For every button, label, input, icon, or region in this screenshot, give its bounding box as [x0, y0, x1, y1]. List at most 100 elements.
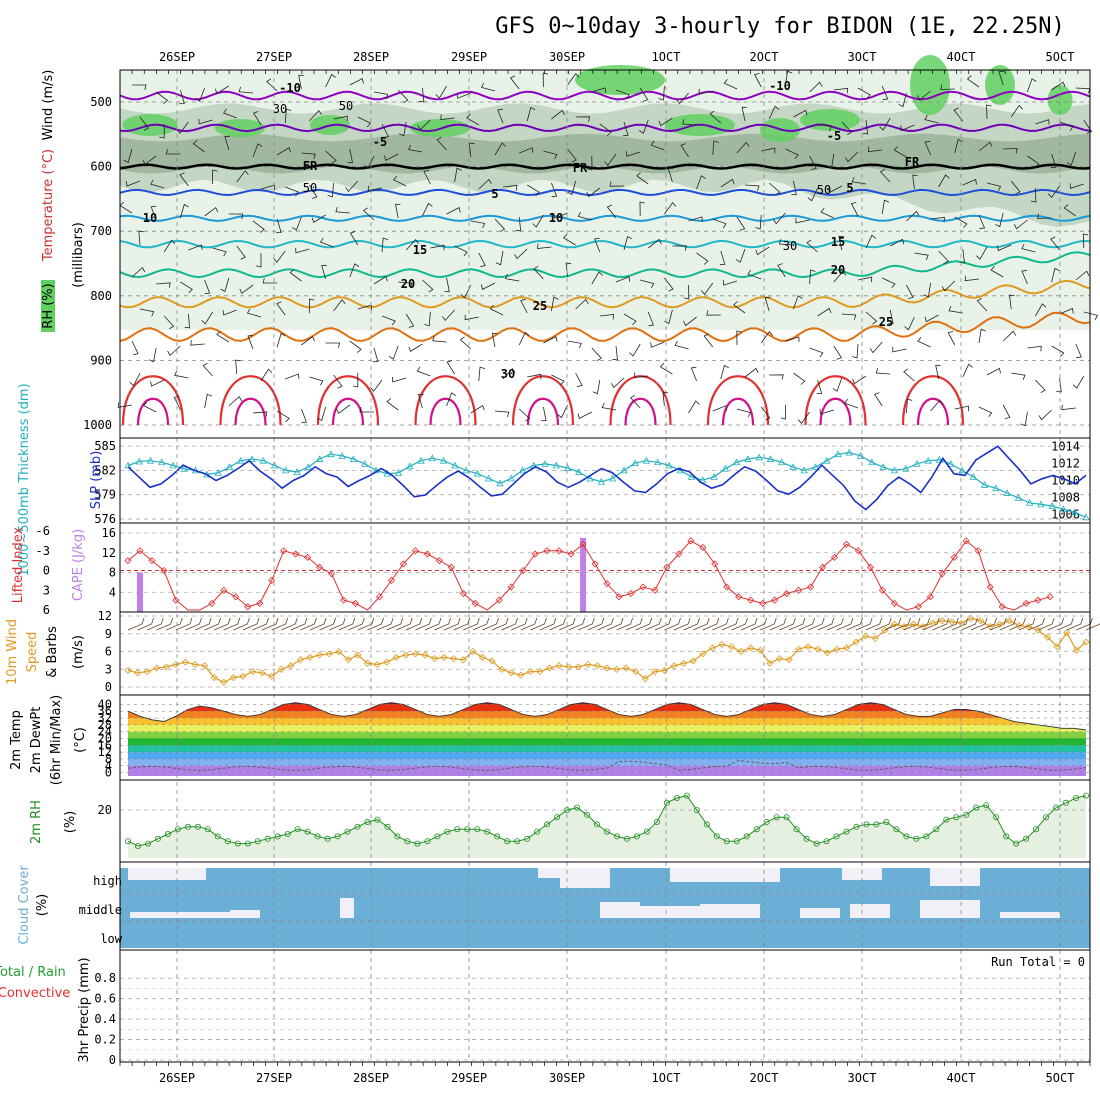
wind-barb-10m	[558, 617, 576, 631]
precip-label-total: Total / Rain	[0, 965, 66, 980]
wind-barb-upper	[202, 362, 213, 377]
wind-speed-point	[411, 650, 419, 658]
rh2m-point	[334, 833, 341, 840]
lifted-point	[1046, 593, 1054, 601]
wind-barb-upper	[793, 295, 803, 310]
wind-barb-upper	[633, 372, 649, 378]
contour-15	[119, 239, 1091, 249]
lifted-point	[854, 547, 863, 555]
wind-barb-upper	[768, 105, 780, 120]
rh2m-point	[394, 833, 401, 840]
lifted-point	[974, 547, 982, 555]
lifted-point	[519, 566, 527, 575]
thickness-point	[980, 481, 989, 488]
date-label-top-0: 26SEP	[159, 50, 195, 64]
wind-barb-10m	[808, 617, 825, 631]
date-label-bottom-3: 29SEP	[451, 1071, 487, 1085]
wind-barb-upper	[827, 185, 842, 194]
wind-barb-upper	[301, 152, 316, 160]
wind-barb-upper	[309, 109, 322, 122]
wind-barb-upper	[1061, 404, 1076, 411]
wind-speed-point	[680, 659, 688, 667]
temp-band-0	[128, 765, 1086, 773]
rh2m-point	[274, 833, 281, 840]
wind-barb-upper	[478, 366, 485, 382]
thickness-point	[1082, 513, 1090, 521]
wind-barb-upper	[446, 207, 461, 215]
cloud-row-label-high: high	[93, 874, 122, 888]
wind-barb-upper	[948, 306, 963, 314]
wind-barb-upper	[289, 269, 302, 282]
wind-barb-upper	[198, 118, 213, 125]
rh2m-point	[444, 828, 451, 835]
wind-barb-upper	[817, 307, 832, 317]
wind-barb-upper	[609, 181, 625, 187]
wind-speed-point	[306, 653, 314, 661]
wind10m-unit: (m/s)	[71, 635, 86, 669]
wind-barb-upper	[780, 404, 787, 420]
wind-barb-upper	[978, 328, 986, 344]
upper-tick-1: 600	[90, 160, 112, 174]
wind-barb-10m	[376, 617, 394, 631]
wind-barb-upper	[1020, 411, 1028, 427]
wind-barb-upper	[793, 109, 808, 118]
contour-label-19: 50	[339, 99, 353, 113]
heat-dome-40-1	[234, 397, 267, 426]
wind-speed-point	[670, 662, 678, 670]
wind-barb-10m	[453, 617, 471, 631]
wind-barb-upper	[577, 411, 592, 419]
wind-barb-upper	[826, 153, 835, 169]
wind-speed-point	[373, 660, 381, 669]
wind-barb-upper	[386, 398, 399, 411]
wind-barb-upper	[228, 213, 244, 219]
wind-barb-10m	[1028, 617, 1045, 631]
thickness-point	[1014, 494, 1023, 501]
wind-barb-10m	[645, 617, 662, 631]
wind-speed-point	[517, 671, 525, 679]
contour-label-0: -10	[279, 81, 301, 95]
wind-barb-upper	[592, 379, 601, 395]
contour-label-12: 15	[831, 235, 845, 249]
wind-barb-upper	[184, 313, 191, 329]
rh2m-point	[1083, 792, 1090, 799]
heat-dome-40-2	[331, 397, 365, 426]
wind-barb-10m	[875, 617, 892, 631]
wind-speed-point	[862, 632, 870, 640]
wind-speed-point	[555, 662, 563, 670]
contour-fr	[119, 163, 1091, 170]
wind-barb-upper	[150, 379, 165, 387]
lifted-point	[399, 560, 407, 568]
rh2m-point	[783, 814, 790, 821]
lifted-point	[890, 599, 898, 607]
cloud-row-label-low: low	[100, 932, 122, 946]
wind-barb-10m	[127, 617, 145, 631]
rh2m-point	[1033, 826, 1040, 833]
wind-barb-upper	[319, 237, 334, 248]
contour-label-14: 20	[831, 263, 845, 277]
wind-barb-upper	[604, 153, 617, 166]
wind-barb-upper	[537, 243, 552, 249]
wind-barb-10m	[616, 617, 633, 631]
wind-barb-upper	[741, 106, 748, 122]
wind-barb-upper	[761, 147, 776, 154]
wind-barb-upper	[1066, 151, 1077, 166]
wind-barb-10m	[329, 617, 346, 631]
wind-barb-10m	[290, 617, 308, 631]
wind-barb-upper	[123, 148, 133, 164]
wind-barb-upper	[1037, 213, 1052, 219]
upper-ylabel-mb: (millibars)	[71, 222, 86, 288]
cloud-clear-mid-7	[850, 904, 890, 918]
thickness-point	[270, 461, 279, 469]
wind-barb-upper	[924, 140, 931, 156]
date-label-top-9: 5OCT	[1046, 50, 1075, 64]
wind-speed-point	[708, 644, 716, 652]
wind-speed-point	[440, 653, 448, 661]
wind-barb-10m	[261, 617, 279, 631]
wind-barb-10m	[300, 617, 317, 631]
contour-label-6: FR	[905, 155, 920, 169]
wind-barb-upper	[1003, 148, 1018, 154]
wind-speed-point	[220, 678, 228, 686]
lifted-point	[747, 596, 755, 604]
wind-speed-point	[545, 664, 554, 672]
slp-line	[127, 445, 1087, 511]
